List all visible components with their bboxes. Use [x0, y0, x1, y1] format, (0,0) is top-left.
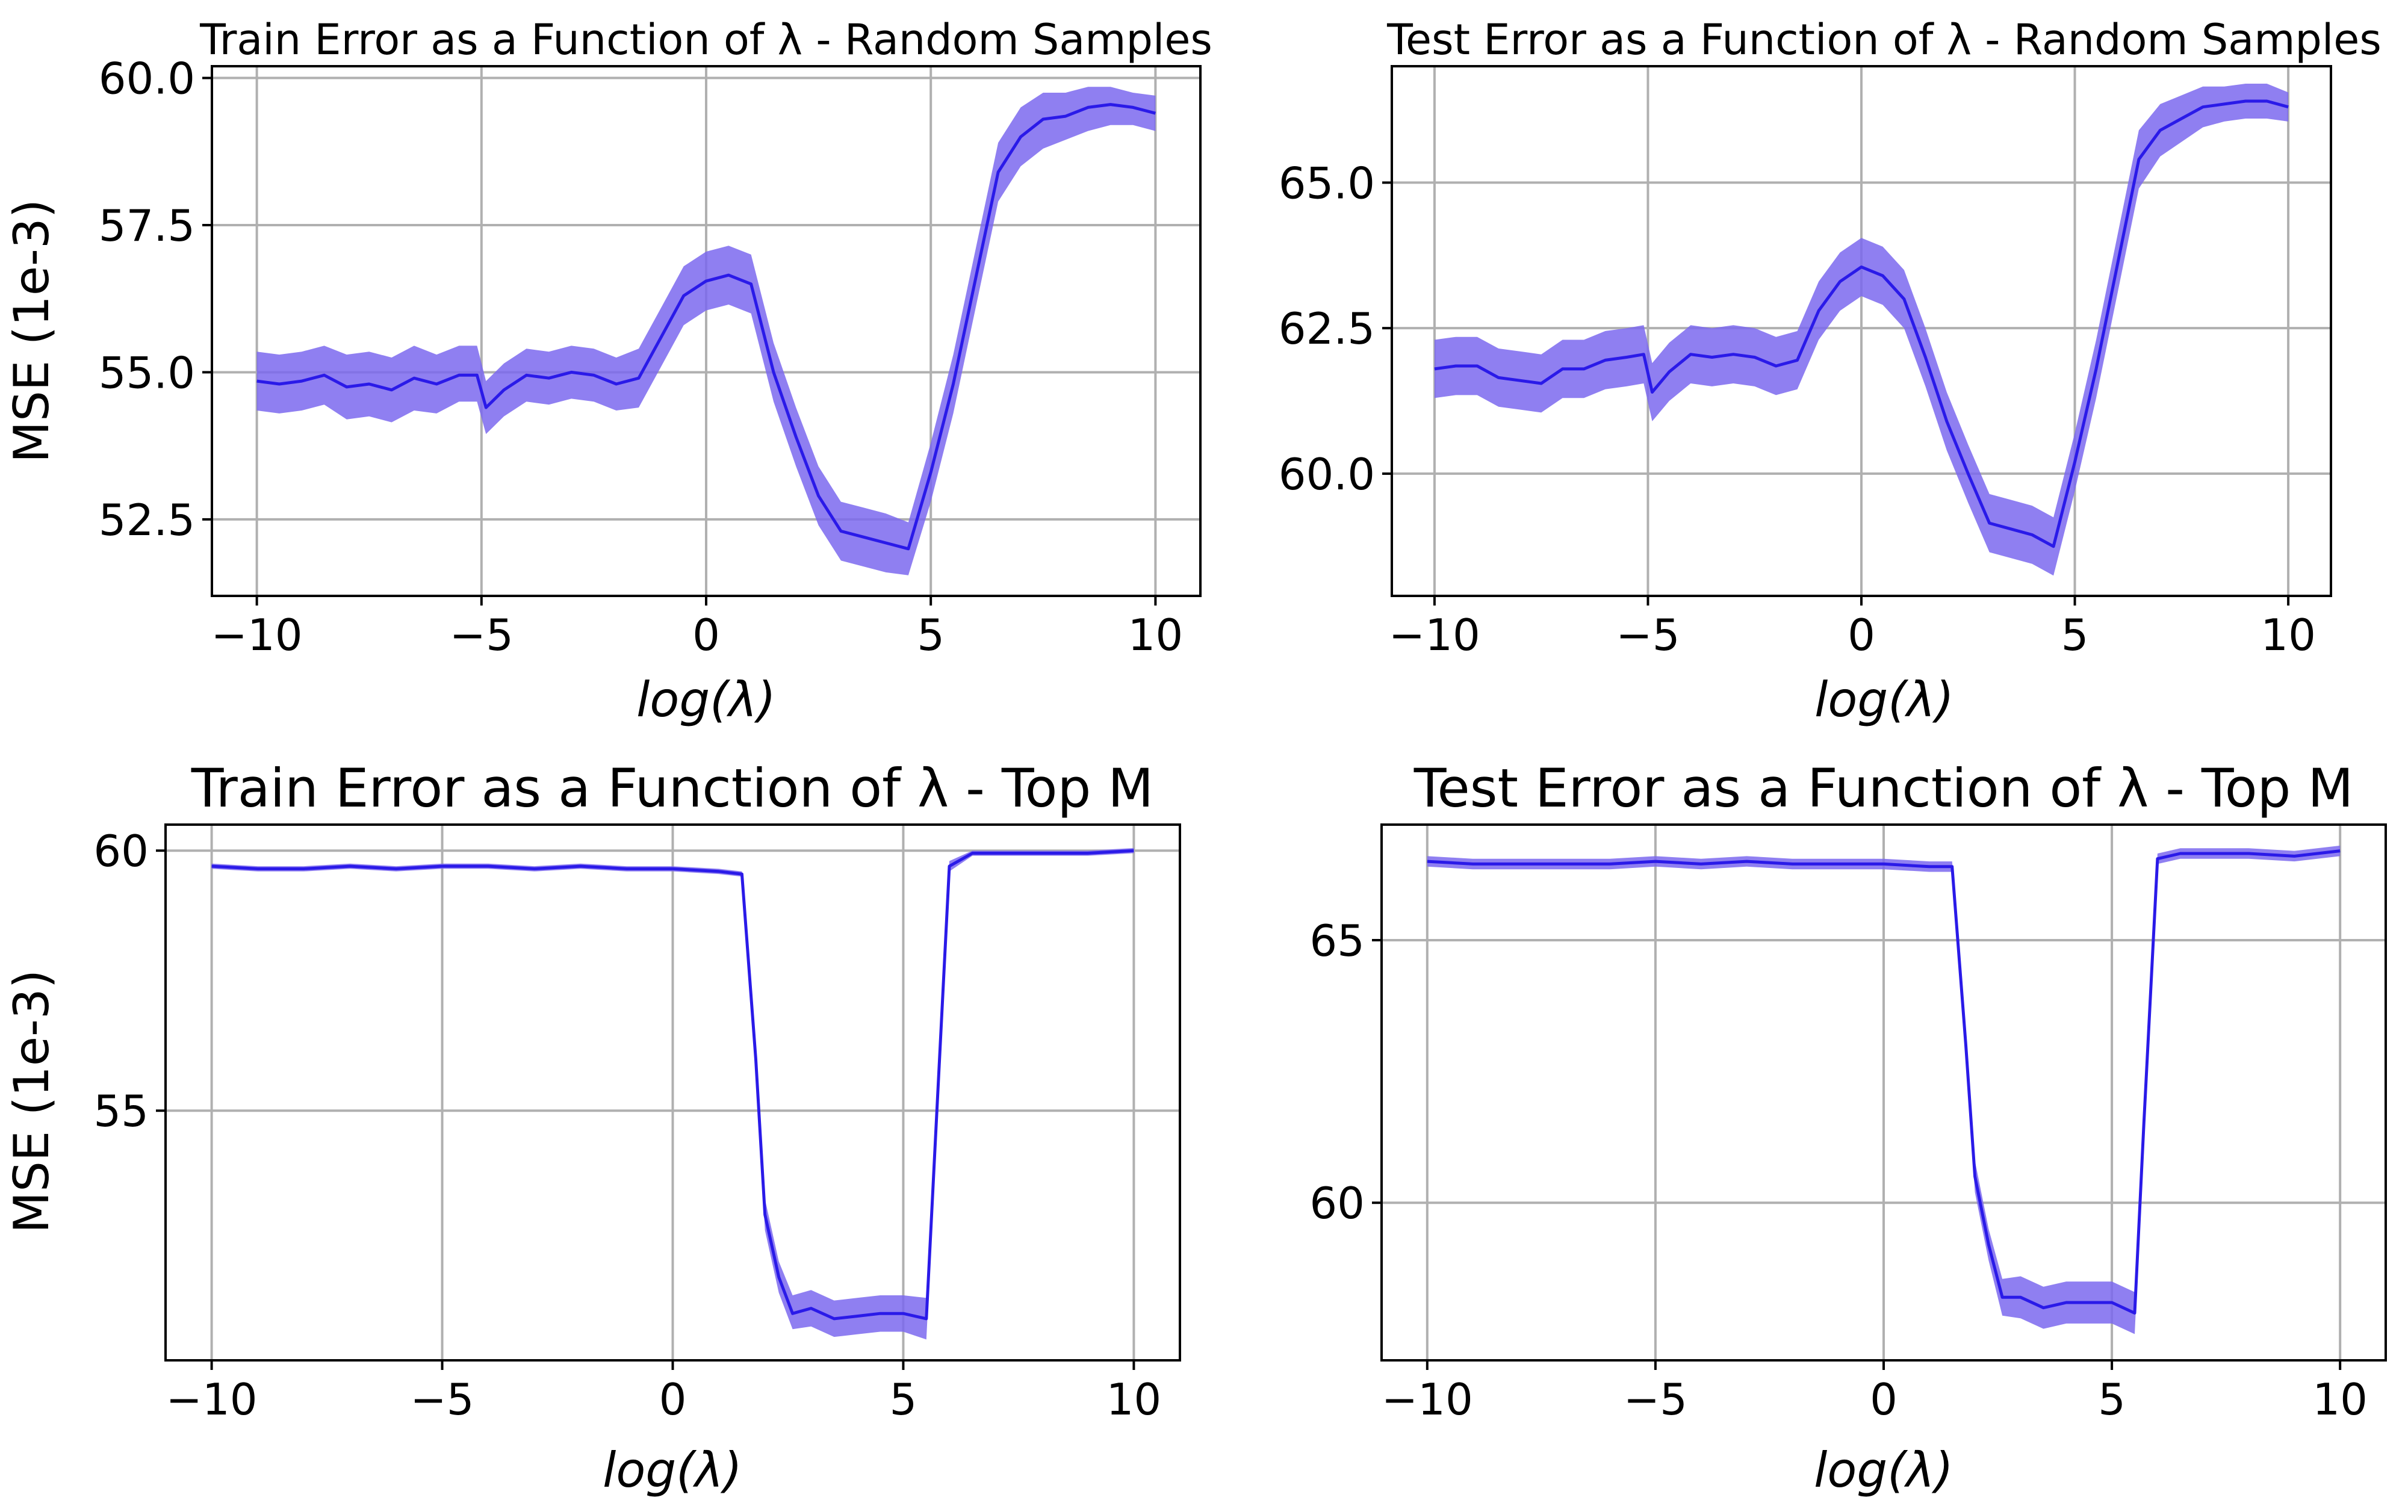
- grid-layer: [166, 825, 1180, 1360]
- y-tick-label: 55: [93, 1086, 149, 1136]
- x-tick-label: 10: [2312, 1374, 2368, 1425]
- x-tick-label: 0: [692, 610, 720, 660]
- x-tick-label: −10: [1389, 610, 1480, 660]
- confidence-band: [1434, 84, 2289, 576]
- x-tick-label: −10: [1382, 1374, 1473, 1425]
- line-layer: [1427, 849, 2341, 1315]
- x-tick-label: 0: [659, 1374, 687, 1425]
- band-layer: [1434, 84, 2289, 576]
- y-tick-label: 62.5: [1279, 303, 1375, 354]
- panel-train-random: −10 −5 0 5 10 52.5 55.0 57.5 60.0 Train Error as…: [4, 15, 1212, 728]
- x-tick-label: −10: [166, 1374, 258, 1425]
- series-line: [211, 849, 1134, 1321]
- x-axis-label: log(λ): [1814, 1442, 1953, 1498]
- x-tick-label: −10: [211, 610, 303, 660]
- y-tick-label: 65: [1309, 916, 1365, 966]
- y-tick-label: 60.0: [1279, 449, 1375, 500]
- x-tick-label: −5: [1616, 610, 1680, 660]
- x-tick-label: 10: [1106, 1374, 1162, 1425]
- tick-layer: −10 −5 0 5 10 60.0 62.5 65.0: [1279, 158, 2316, 660]
- x-tick-label: −5: [410, 1374, 474, 1425]
- series-line: [1427, 849, 2341, 1315]
- y-tick-label: 60: [1309, 1178, 1365, 1228]
- band-layer: [256, 87, 1156, 575]
- x-axis-label: log(λ): [636, 672, 776, 728]
- y-tick-label: 55.0: [99, 347, 195, 398]
- x-tick-label: 5: [917, 610, 945, 660]
- line-layer: [256, 103, 1156, 551]
- grid-layer: [1392, 66, 2331, 596]
- y-tick-label: 65.0: [1279, 158, 1375, 208]
- grid-layer: [1382, 825, 2386, 1360]
- y-axis-label: MSE (1e-3): [4, 199, 60, 463]
- panel-test-random: −10 −5 0 5 10 60.0 62.5 65.0 Test Error as a Fu…: [1279, 15, 2382, 728]
- series-line: [256, 103, 1156, 551]
- x-tick-label: 5: [890, 1374, 917, 1425]
- chart-title: Train Error as a Function of λ - Top M: [191, 757, 1153, 819]
- x-tick-label: −5: [450, 610, 514, 660]
- y-tick-label: 52.5: [99, 495, 195, 545]
- tick-layer: −10 −5 0 5 10 60 65: [1309, 916, 2368, 1425]
- y-axis-label: MSE (1e-3): [4, 970, 60, 1233]
- y-tick-label: 60: [93, 826, 149, 876]
- x-tick-label: −5: [1624, 1374, 1687, 1425]
- x-axis-label: log(λ): [1814, 672, 1954, 728]
- line-layer: [211, 849, 1134, 1321]
- y-tick-label: 57.5: [99, 200, 195, 251]
- x-tick-label: 10: [2261, 610, 2316, 660]
- tick-layer: −10 −5 0 5 10 55 60: [93, 826, 1161, 1425]
- panel-train-topm: −10 −5 0 5 10 55 60 Train Error as a Function …: [4, 757, 1181, 1498]
- x-tick-label: 0: [1848, 610, 1875, 660]
- series-line: [1434, 99, 2289, 548]
- chart-title: Train Error as a Function of λ - Random …: [199, 15, 1212, 64]
- x-tick-label: 10: [1128, 610, 1184, 660]
- y-tick-label: 60.0: [99, 54, 195, 104]
- chart-title: Test Error as a Function of λ - Top M: [1413, 757, 2354, 819]
- x-tick-label: 5: [2098, 1374, 2126, 1425]
- line-layer: [1434, 99, 2289, 548]
- grid-layer: [212, 66, 1200, 596]
- x-axis-label: log(λ): [603, 1442, 742, 1498]
- x-tick-label: 0: [1870, 1374, 1898, 1425]
- x-tick-label: 5: [2061, 610, 2089, 660]
- tick-layer: −10 −5 0 5 10 52.5 55.0 57.5 60.0: [99, 54, 1183, 660]
- confidence-band: [256, 87, 1156, 575]
- panel-test-topm: −10 −5 0 5 10 60 65 Test Error as a Function o…: [1309, 757, 2387, 1498]
- chart-title: Test Error as a Function of λ - Random S…: [1386, 15, 2382, 64]
